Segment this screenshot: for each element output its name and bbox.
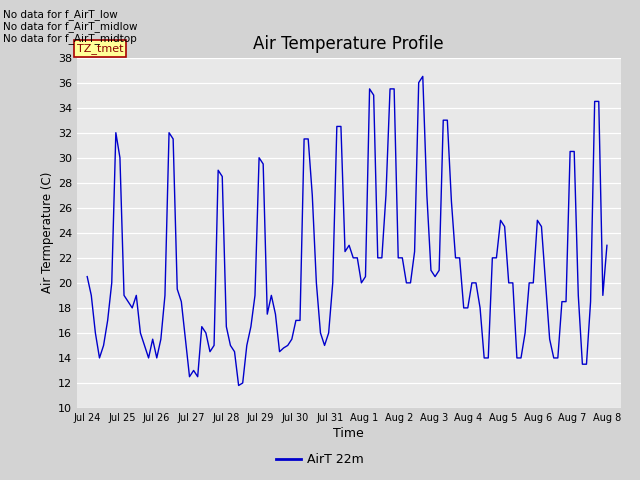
Text: TZ_tmet: TZ_tmet — [77, 43, 124, 54]
X-axis label: Time: Time — [333, 427, 364, 440]
Legend: AirT 22m: AirT 22m — [271, 448, 369, 471]
Title: Air Temperature Profile: Air Temperature Profile — [253, 35, 444, 53]
Text: No data for f_AirT_midtop: No data for f_AirT_midtop — [3, 33, 137, 44]
Y-axis label: Air Termperature (C): Air Termperature (C) — [40, 172, 54, 293]
Text: No data for f_AirT_low: No data for f_AirT_low — [3, 9, 118, 20]
Text: No data for f_AirT_midlow: No data for f_AirT_midlow — [3, 21, 138, 32]
